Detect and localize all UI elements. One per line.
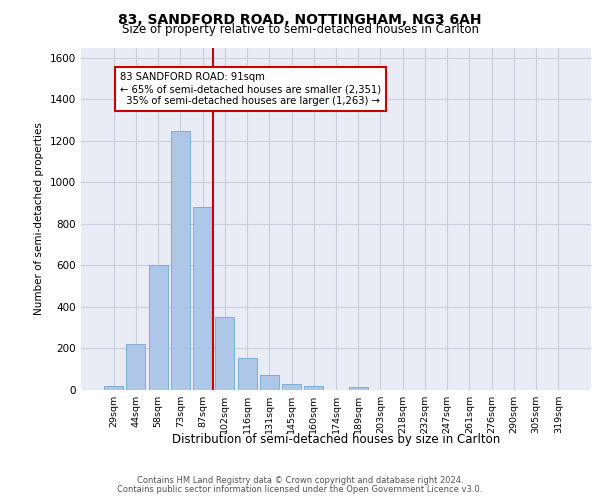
Text: Contains public sector information licensed under the Open Government Licence v3: Contains public sector information licen… xyxy=(118,485,482,494)
Bar xyxy=(304,386,323,390)
Bar xyxy=(260,376,279,390)
Bar xyxy=(127,344,145,390)
Text: Contains HM Land Registry data © Crown copyright and database right 2024.: Contains HM Land Registry data © Crown c… xyxy=(137,476,463,485)
Text: Size of property relative to semi-detached houses in Carlton: Size of property relative to semi-detach… xyxy=(121,22,479,36)
Bar xyxy=(349,387,368,390)
Bar xyxy=(104,386,123,390)
Bar xyxy=(238,358,257,390)
Bar xyxy=(215,318,234,390)
Bar xyxy=(171,130,190,390)
Bar xyxy=(149,266,167,390)
Y-axis label: Number of semi-detached properties: Number of semi-detached properties xyxy=(34,122,44,315)
Bar xyxy=(282,384,301,390)
Text: 83, SANDFORD ROAD, NOTTINGHAM, NG3 6AH: 83, SANDFORD ROAD, NOTTINGHAM, NG3 6AH xyxy=(118,12,482,26)
Bar xyxy=(193,208,212,390)
Text: 83 SANDFORD ROAD: 91sqm
← 65% of semi-detached houses are smaller (2,351)
  35% : 83 SANDFORD ROAD: 91sqm ← 65% of semi-de… xyxy=(121,72,382,106)
Text: Distribution of semi-detached houses by size in Carlton: Distribution of semi-detached houses by … xyxy=(172,432,500,446)
